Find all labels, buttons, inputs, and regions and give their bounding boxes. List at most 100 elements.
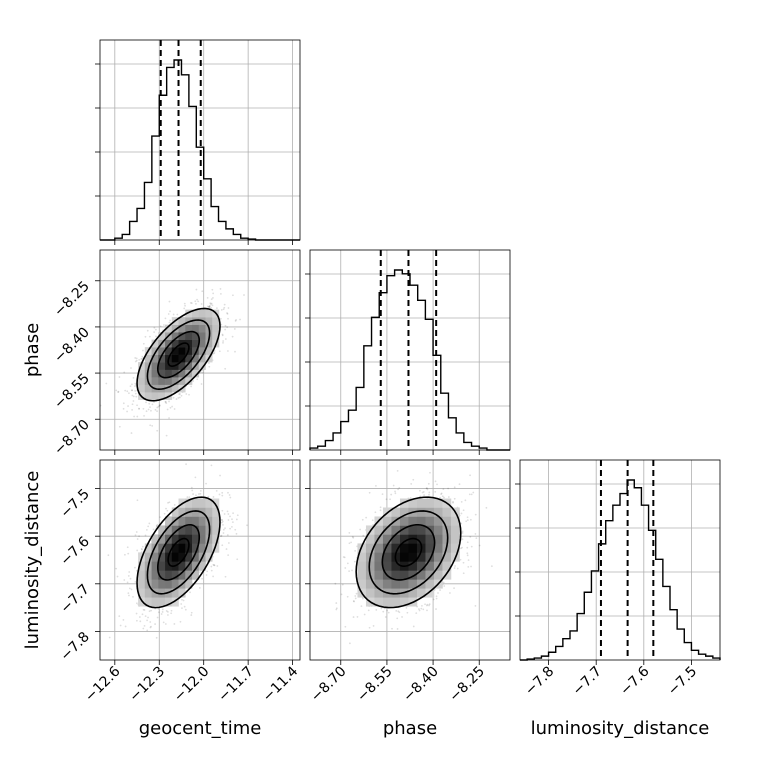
density-cell	[374, 570, 384, 580]
density-cell	[178, 507, 186, 517]
sample-point	[466, 552, 469, 555]
sample-point	[236, 558, 239, 561]
y-tick-label-luminosity_distance-3: −7.5	[57, 486, 92, 521]
sample-point	[188, 393, 190, 396]
sample-point	[447, 487, 450, 490]
sample-point	[344, 625, 347, 628]
sample-point	[198, 571, 201, 573]
sample-point	[149, 424, 152, 427]
density-cell	[178, 347, 186, 355]
density-cell	[198, 324, 206, 333]
density-cell	[425, 498, 435, 508]
density-cell	[192, 534, 200, 544]
sample-point	[184, 608, 187, 611]
sample-point	[234, 528, 237, 531]
sample-point	[199, 489, 202, 492]
sample-point	[146, 329, 149, 332]
density-cell	[185, 525, 193, 535]
density-cell	[158, 561, 166, 571]
sample-point	[211, 304, 214, 307]
sample-point	[226, 312, 229, 315]
sample-point	[122, 402, 125, 405]
density-cell	[185, 339, 193, 348]
density-cell	[171, 570, 179, 580]
diag-frame-geocent_time	[99, 39, 301, 241]
density-cell	[138, 561, 146, 571]
sample-point	[355, 592, 358, 595]
density-cell	[171, 507, 179, 517]
sample-point	[213, 349, 216, 352]
sample-point	[225, 548, 228, 550]
density-cell	[416, 516, 426, 526]
sample-point	[371, 519, 374, 522]
density-cell	[357, 579, 367, 589]
sample-point	[148, 402, 151, 405]
sample-point	[155, 636, 158, 639]
sample-point	[437, 592, 439, 594]
density-cell	[151, 597, 159, 607]
sample-point	[207, 495, 210, 498]
sample-point	[421, 491, 424, 494]
density-cell	[178, 552, 186, 562]
density-cell	[171, 369, 179, 378]
sample-point	[441, 495, 444, 498]
sample-point	[423, 494, 426, 496]
density-cell	[158, 377, 166, 385]
density-cell	[382, 552, 392, 562]
sample-point	[334, 582, 337, 585]
sample-point	[171, 405, 174, 408]
sample-point	[470, 545, 473, 548]
sample-point	[148, 610, 151, 613]
sample-point	[135, 359, 138, 362]
sample-point	[462, 572, 465, 575]
sample-point	[353, 600, 355, 603]
density-cell	[165, 377, 173, 385]
sample-point	[223, 303, 226, 306]
density-cell	[382, 525, 392, 535]
sample-point	[152, 528, 155, 531]
sample-point	[222, 341, 224, 344]
sample-point	[153, 326, 156, 329]
sample-point	[462, 509, 465, 512]
density-cell	[144, 543, 152, 553]
density-cell	[382, 579, 392, 589]
sample-point	[439, 589, 441, 591]
x-tick-label-phase-3: −8.25	[446, 664, 488, 706]
density-cell	[399, 507, 409, 517]
density-cell	[382, 561, 392, 571]
density-cell	[144, 384, 152, 393]
density-cell	[450, 516, 460, 526]
density-cell	[425, 552, 435, 562]
sample-point	[384, 616, 387, 618]
density-cell	[138, 377, 146, 385]
density-cell	[151, 339, 159, 348]
sample-point	[166, 408, 169, 411]
sample-point	[456, 567, 459, 570]
sample-point	[435, 597, 438, 600]
density-cell	[165, 384, 173, 393]
density-cell	[192, 525, 200, 535]
sample-point	[132, 377, 135, 379]
sample-point	[351, 569, 353, 572]
sample-point	[135, 531, 138, 533]
sample-point	[126, 390, 129, 393]
sample-point	[130, 389, 133, 392]
sample-point	[212, 297, 214, 299]
sample-point	[352, 600, 355, 602]
density-cell	[144, 552, 152, 562]
y-tick-label-phase-1: −8.55	[51, 371, 93, 413]
sample-point	[212, 292, 215, 295]
sample-point	[220, 518, 223, 521]
sample-point	[127, 592, 130, 595]
sample-point	[208, 306, 210, 308]
density-cell	[165, 561, 173, 571]
sample-point	[435, 595, 438, 598]
sample-point	[134, 360, 137, 363]
sample-point	[165, 507, 167, 510]
sample-point	[210, 298, 213, 301]
sample-point	[134, 566, 136, 569]
sample-point	[134, 581, 137, 583]
sample-point	[227, 513, 230, 515]
sample-point	[227, 519, 230, 521]
contour-luminosity_distance_vs_geocent_time-1	[156, 523, 201, 581]
